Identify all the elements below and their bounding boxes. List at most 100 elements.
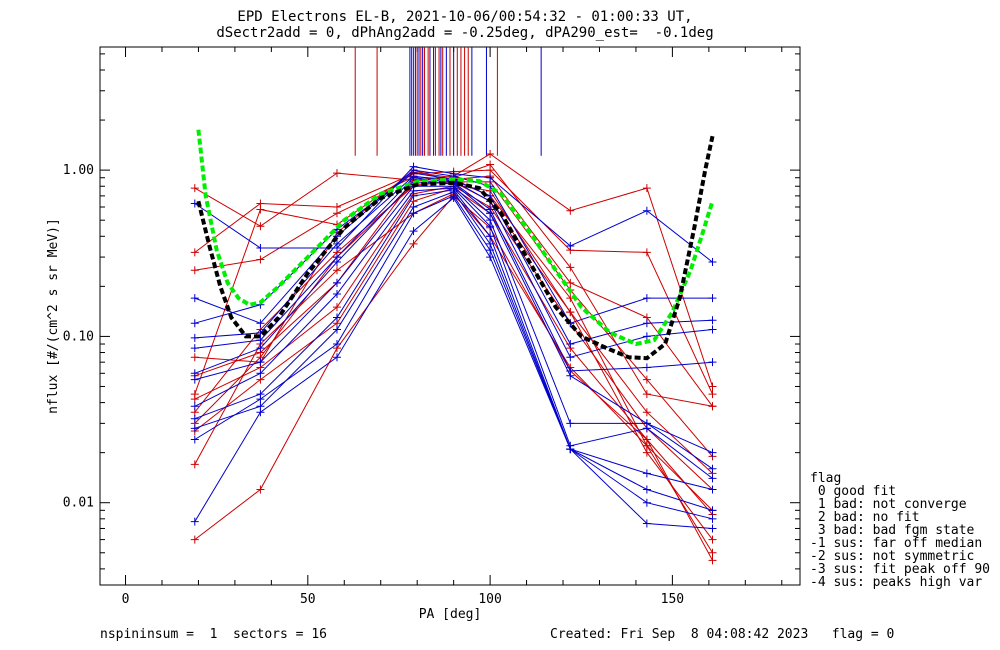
data-point (642, 408, 651, 417)
data-point (332, 278, 341, 287)
data-point (190, 460, 199, 469)
legend-item: -2 sus: not symmetric (810, 549, 975, 564)
data-point (486, 160, 495, 169)
data-point (190, 248, 199, 257)
data-point (642, 248, 651, 257)
data-point (708, 258, 717, 267)
x-axis-label: PA [deg] (419, 607, 482, 622)
data-point (256, 358, 265, 367)
series-line (194, 187, 713, 515)
data-point (486, 246, 495, 255)
data-point (708, 524, 717, 533)
data-point (708, 390, 717, 399)
data-point (332, 239, 341, 248)
data-point (486, 173, 495, 182)
data-point (566, 241, 575, 250)
data-point (642, 469, 651, 478)
data-point (332, 209, 341, 218)
y-tick-label: 1.00 (63, 163, 94, 178)
series-line (194, 175, 713, 407)
data-point (566, 340, 575, 349)
data-point (256, 344, 265, 353)
data-point (332, 289, 341, 298)
data-point (332, 340, 341, 349)
data-point (332, 303, 341, 312)
data-point (708, 402, 717, 411)
data-point (708, 514, 717, 523)
data-point (566, 263, 575, 272)
green-fit-curve (196, 129, 715, 347)
data-point (708, 535, 717, 544)
x-tick-label: 0 (122, 592, 130, 607)
series-line (194, 169, 713, 457)
data-point (190, 375, 199, 384)
data-point (642, 390, 651, 399)
legend-item: 1 bad: not converge (810, 497, 967, 512)
data-point (486, 253, 495, 262)
footer-left: nspininsum = 1 sectors = 16 (100, 627, 327, 642)
data-point (190, 535, 199, 544)
data-point (642, 363, 651, 372)
data-point (642, 519, 651, 528)
data-point (332, 258, 341, 267)
series-line (194, 175, 713, 358)
data-point (708, 448, 717, 457)
data-point (642, 448, 651, 457)
data-point (256, 244, 265, 253)
series-line (194, 195, 713, 561)
chart-title-line2: dSectr2add = 0, dPhAng2add = -0.25deg, d… (216, 25, 714, 41)
data-point (409, 191, 418, 200)
legend-item: 3 bad: bad fgm state (810, 523, 975, 538)
data-point (708, 485, 717, 494)
data-point (256, 369, 265, 378)
legend-item: -3 sus: fit peak off 90 (810, 562, 991, 577)
data-point (566, 445, 575, 454)
data-point (332, 313, 341, 322)
data-point (708, 556, 717, 565)
data-point (256, 222, 265, 231)
x-tick-label: 50 (300, 592, 316, 607)
data-point (332, 325, 341, 334)
data-point (190, 294, 199, 303)
legend-title: flag (810, 471, 842, 486)
data-point (486, 222, 495, 231)
data-point (409, 227, 418, 236)
data-point (566, 308, 575, 317)
data-point (190, 435, 199, 444)
data-layer (190, 47, 717, 565)
series-line (194, 191, 713, 511)
x-tick-label: 150 (661, 592, 684, 607)
data-point (256, 485, 265, 494)
data-point (642, 435, 651, 444)
data-point (708, 464, 717, 473)
data-point (642, 498, 651, 507)
data-point (190, 424, 199, 433)
data-point (642, 375, 651, 384)
series-line (194, 185, 713, 490)
y-tick-label: 0.10 (63, 329, 94, 344)
data-point (190, 402, 199, 411)
data-point (190, 517, 199, 526)
data-point (708, 358, 717, 367)
data-point (256, 205, 265, 214)
data-point (190, 184, 199, 193)
data-point (256, 408, 265, 417)
data-point (708, 548, 717, 557)
data-point (566, 371, 575, 380)
legend-item: 0 good fit (810, 484, 897, 499)
data-point (642, 206, 651, 215)
data-point (486, 232, 495, 241)
data-point (708, 325, 717, 334)
data-point (256, 319, 265, 328)
data-point (256, 255, 265, 264)
legend-item: -4 sus: peaks high var (810, 575, 983, 590)
data-point (190, 333, 199, 342)
chart-title-line1: EPD Electrons EL-B, 2021-10-06/00:54:32 … (237, 9, 693, 25)
data-point (332, 266, 341, 275)
data-point (566, 419, 575, 428)
data-point (708, 506, 717, 515)
data-point (642, 184, 651, 193)
data-point (332, 169, 341, 178)
data-point (708, 474, 717, 483)
series-line (194, 179, 713, 511)
